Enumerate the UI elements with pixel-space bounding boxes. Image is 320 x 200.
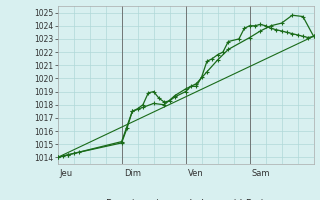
Text: Ven: Ven — [188, 169, 204, 178]
Text: Pression niveau de la mer( hPa ): Pression niveau de la mer( hPa ) — [107, 199, 265, 200]
Text: Jeu: Jeu — [60, 169, 73, 178]
Text: Sam: Sam — [252, 169, 270, 178]
Text: Dim: Dim — [124, 169, 141, 178]
